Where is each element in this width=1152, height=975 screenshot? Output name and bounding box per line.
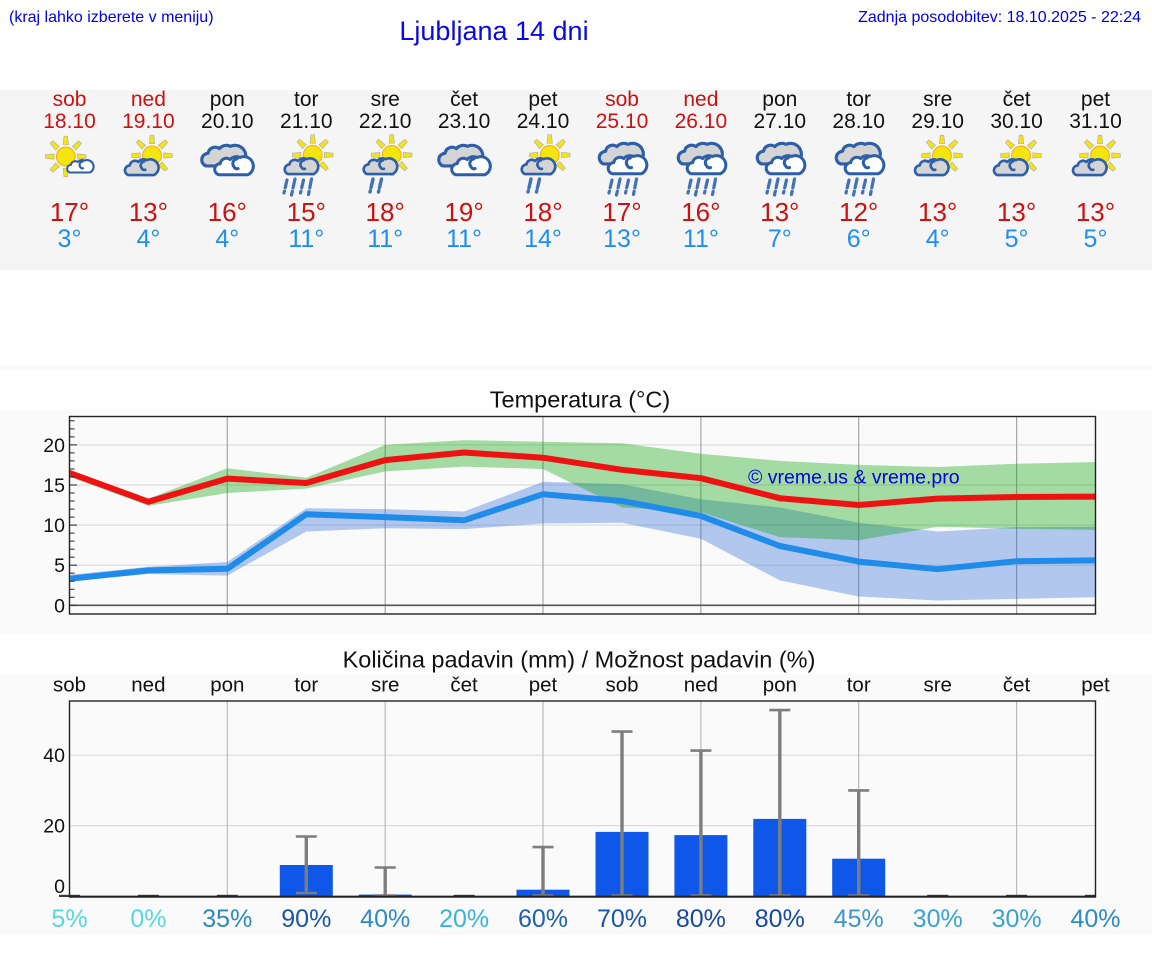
svg-text:20: 20 [43, 435, 65, 457]
svg-text:© vreme.us & vreme.pro: © vreme.us & vreme.pro [748, 467, 960, 489]
svg-text:ned: ned [131, 674, 165, 697]
svg-text:0%: 0% [130, 905, 166, 933]
svg-text:35%: 35% [202, 905, 252, 933]
svg-text:40: 40 [43, 745, 65, 767]
svg-text:5%: 5% [51, 905, 87, 933]
svg-text:tor: tor [847, 674, 871, 697]
svg-text:sob: sob [605, 674, 638, 697]
svg-text:tor: tor [294, 674, 318, 697]
svg-text:70%: 70% [597, 905, 647, 933]
svg-text:80%: 80% [676, 905, 726, 933]
svg-text:čet: čet [450, 674, 478, 697]
svg-text:15: 15 [43, 475, 65, 497]
svg-text:sre: sre [371, 674, 399, 697]
svg-text:20%: 20% [439, 905, 489, 933]
svg-text:20: 20 [43, 816, 65, 838]
svg-text:pon: pon [210, 674, 244, 697]
svg-text:ned: ned [684, 674, 718, 697]
svg-text:Temperatura (°C): Temperatura (°C) [490, 387, 670, 413]
svg-text:10: 10 [43, 515, 65, 537]
svg-text:80%: 80% [755, 905, 805, 933]
svg-text:5: 5 [54, 555, 65, 577]
svg-text:30%: 30% [992, 905, 1042, 933]
svg-text:pet: pet [529, 674, 558, 697]
svg-text:0: 0 [54, 595, 65, 617]
svg-text:0: 0 [54, 876, 65, 898]
svg-text:45%: 45% [834, 905, 884, 933]
svg-text:40%: 40% [1070, 905, 1120, 933]
svg-text:Količina padavin (mm) / Možnos: Količina padavin (mm) / Možnost padavin … [343, 647, 816, 673]
svg-text:90%: 90% [281, 905, 331, 933]
svg-text:sob: sob [53, 674, 86, 697]
svg-text:pon: pon [763, 674, 797, 697]
svg-text:pet: pet [1081, 674, 1110, 697]
svg-text:čet: čet [1003, 674, 1031, 697]
svg-text:30%: 30% [913, 905, 963, 933]
svg-text:60%: 60% [518, 905, 568, 933]
svg-text:40%: 40% [360, 905, 410, 933]
svg-text:sre: sre [923, 674, 951, 697]
